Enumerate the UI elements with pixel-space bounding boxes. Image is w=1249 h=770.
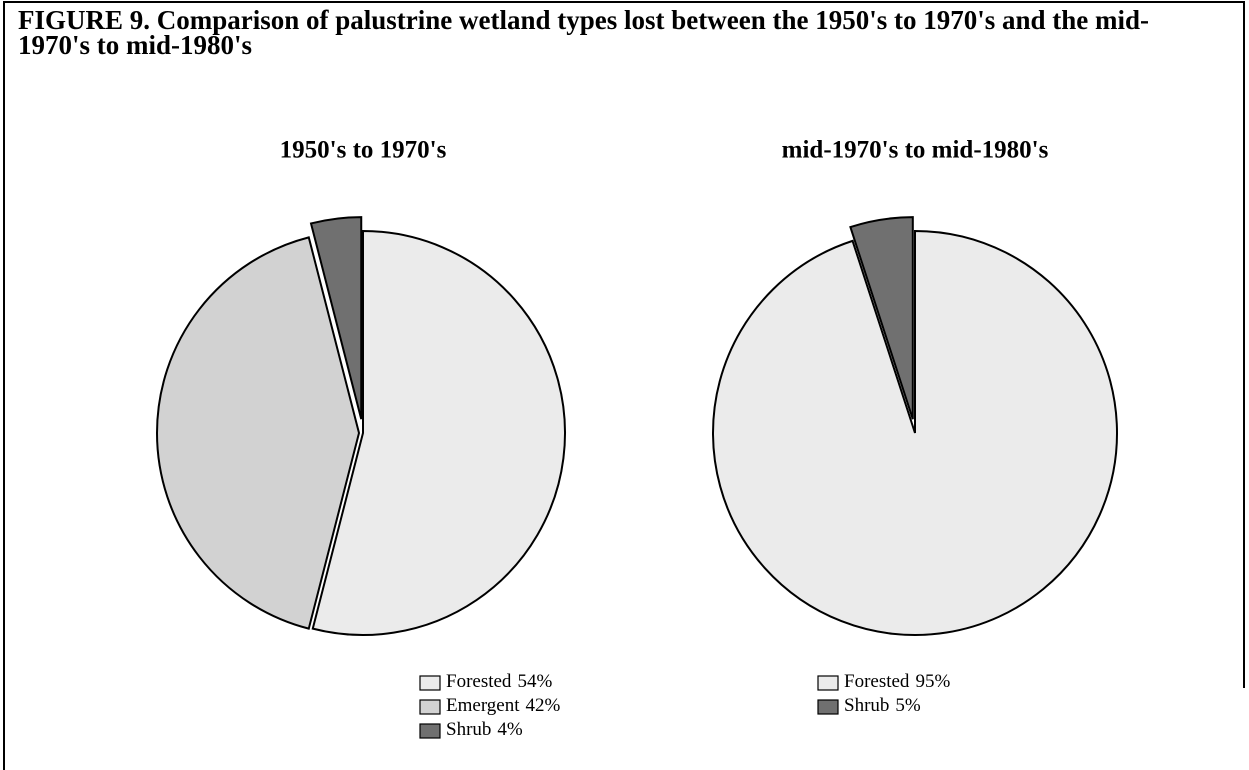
- legend-swatch: [817, 675, 839, 691]
- pie-title: mid-1970's to mid-1980's: [782, 137, 1049, 164]
- legend-entry: Forested 54%: [446, 671, 552, 692]
- legend-value: 42%: [526, 695, 561, 716]
- legend-value: 95%: [915, 671, 950, 692]
- legend-name: Forested: [446, 671, 512, 692]
- legend-value: 4%: [497, 719, 523, 740]
- legend-entry: Shrub 4%: [446, 719, 523, 740]
- legend-entry: Emergent 42%: [446, 695, 561, 716]
- legend-name: Shrub: [446, 719, 491, 740]
- legend-name: Emergent: [446, 695, 520, 716]
- legend-entry: Forested 95%: [844, 671, 950, 692]
- legend-value: 54%: [517, 671, 552, 692]
- pie-slice: [311, 229, 566, 636]
- pie-slice: [155, 236, 361, 630]
- frame: [3, 1, 1245, 770]
- pie-slice: [849, 216, 914, 420]
- legend-value: 5%: [895, 695, 921, 716]
- legend-name: Shrub: [844, 695, 889, 716]
- pie-slice: [309, 216, 363, 420]
- legend-swatch: [817, 699, 839, 715]
- legend-swatch: [419, 675, 441, 691]
- legend-entry: Shrub 5%: [844, 695, 921, 716]
- pie-slice: [712, 229, 1118, 636]
- legend-swatch: [419, 699, 441, 715]
- figure-title: FIGURE 9. Comparison of palustrine wetla…: [18, 5, 1150, 60]
- pie-title: 1950's to 1970's: [280, 137, 447, 164]
- legend-name: Forested: [844, 671, 910, 692]
- legend-swatch: [419, 723, 441, 739]
